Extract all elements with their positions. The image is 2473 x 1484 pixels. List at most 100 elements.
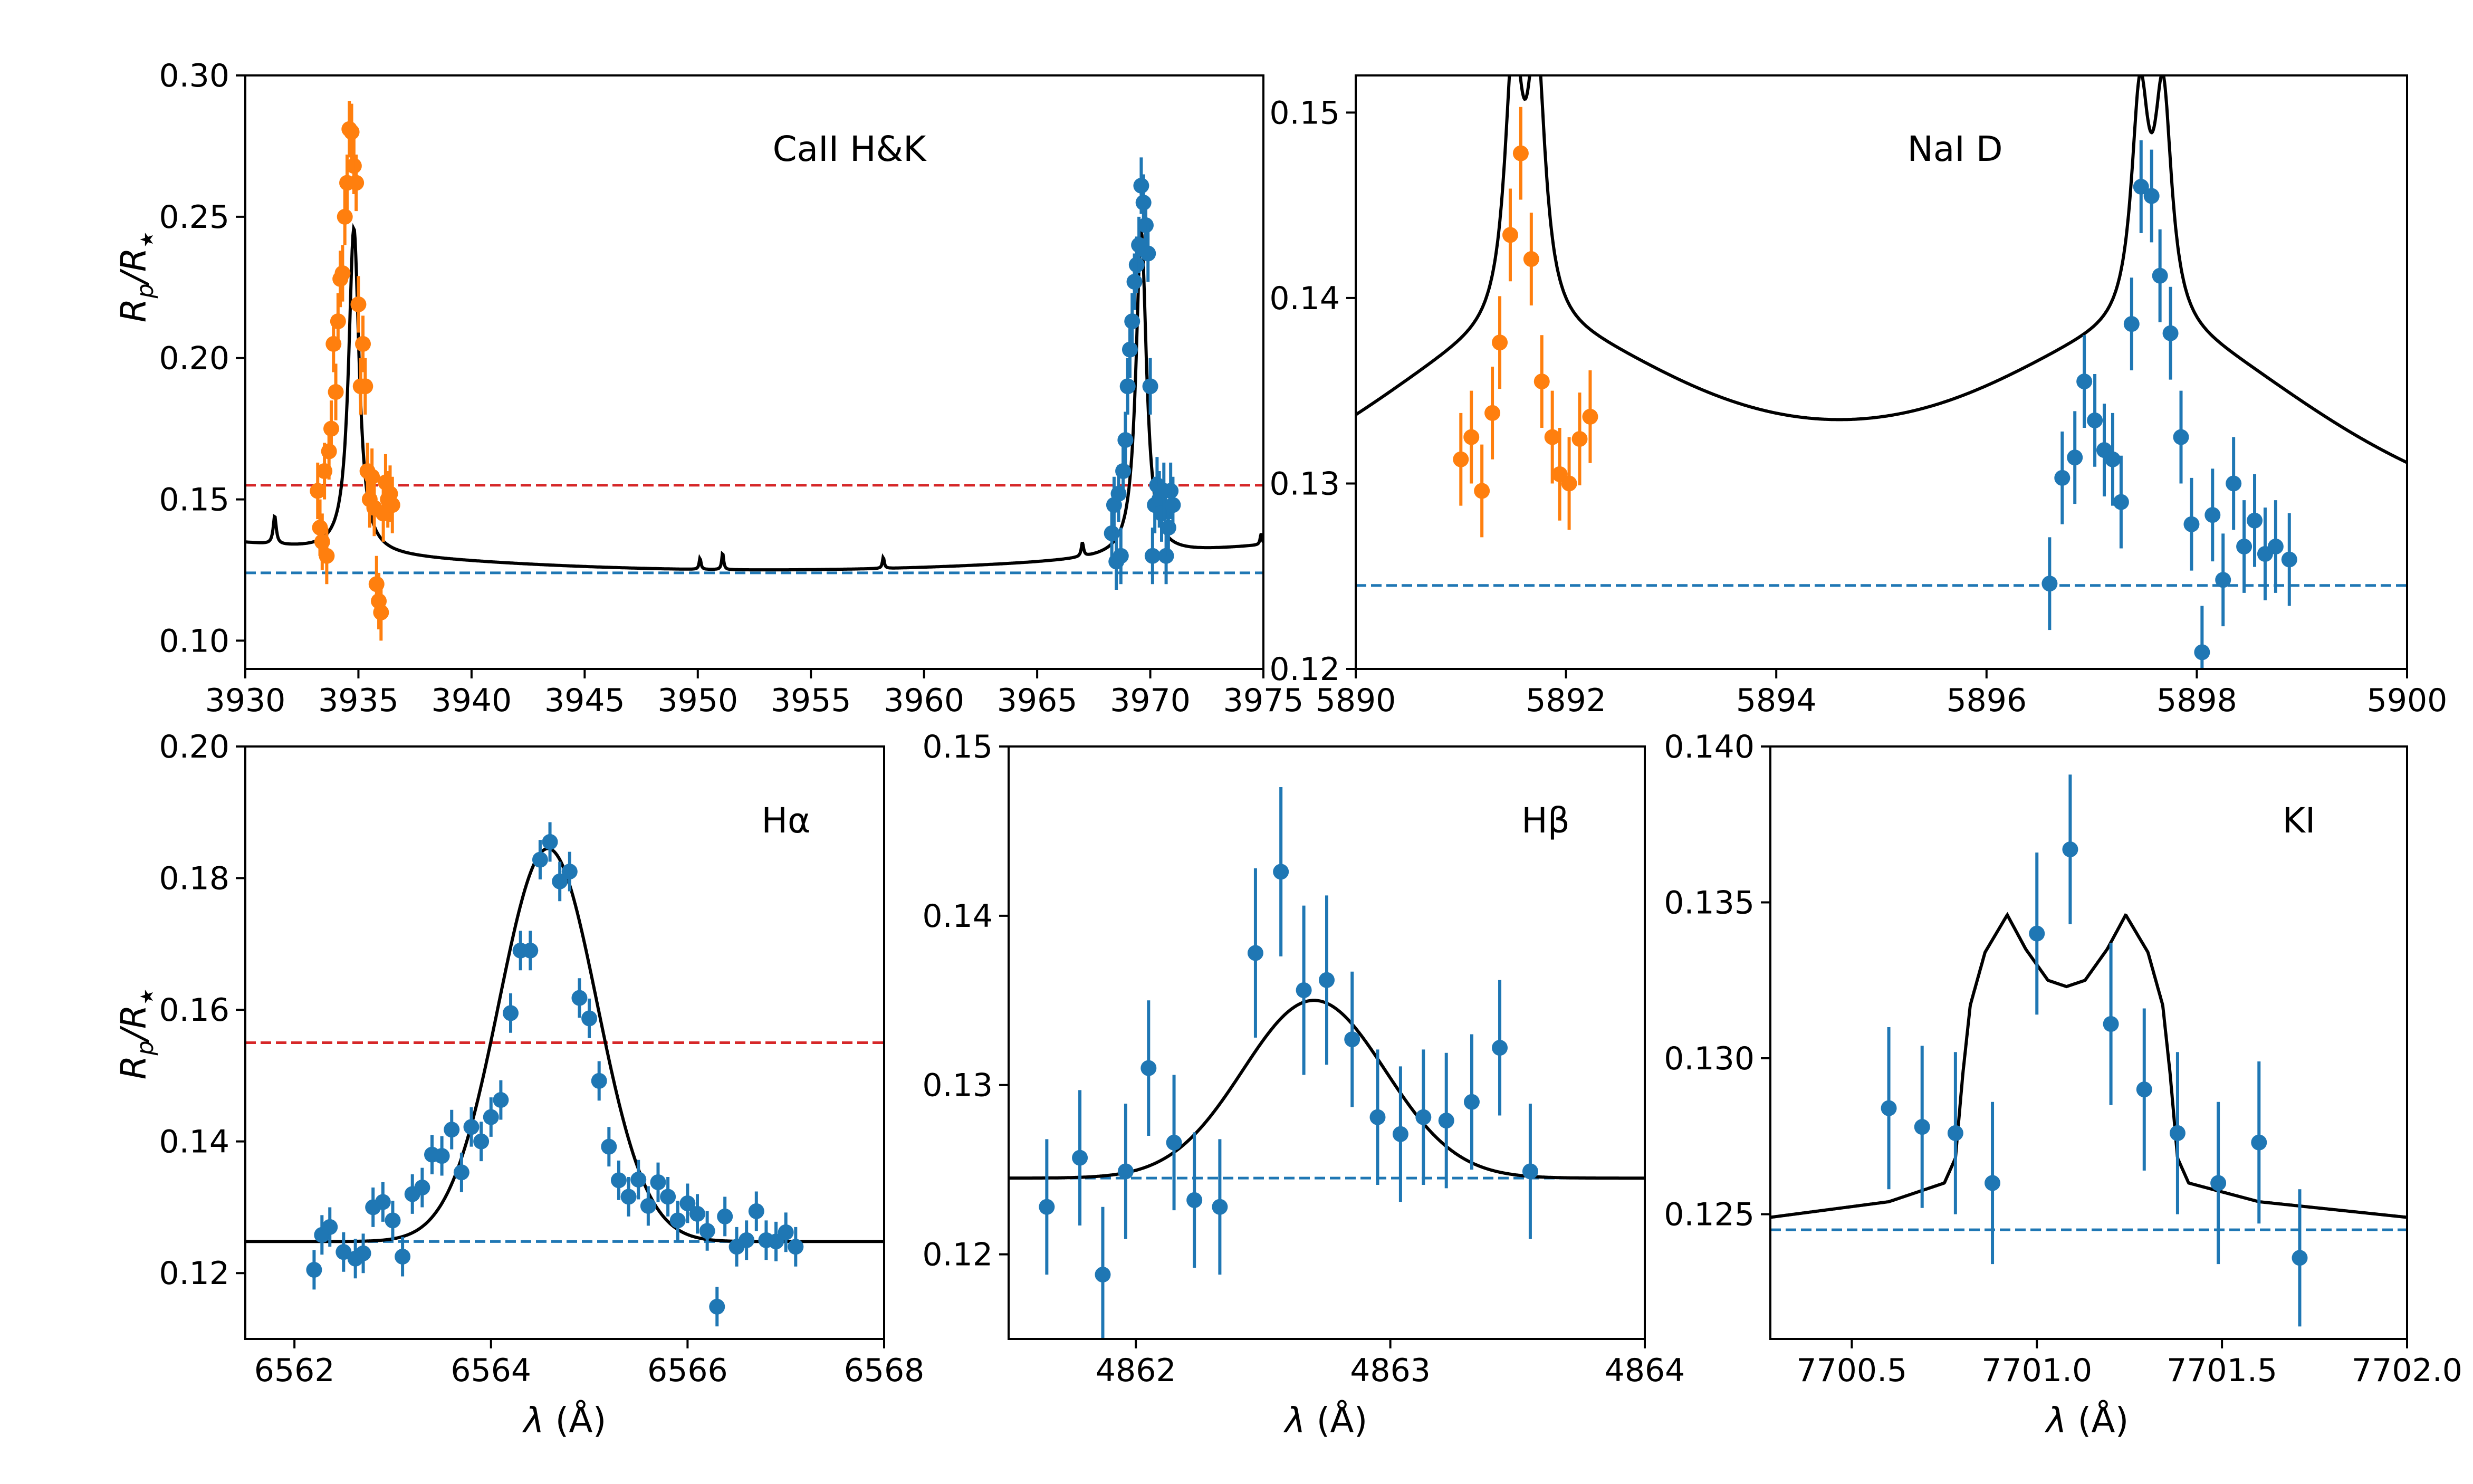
hb-marker [1273, 864, 1289, 880]
ha-blue-point-16 [463, 1107, 480, 1147]
hb-blue-point-5 [1166, 1075, 1182, 1211]
ca-orange-point-24 [364, 448, 380, 505]
ha-blue-point-22 [522, 931, 539, 971]
ha-blue-point-2 [322, 1207, 338, 1247]
ha-blue-point-30 [601, 1127, 617, 1167]
ha-x-tick-label: 6564 [450, 1352, 531, 1389]
ca-x-tick-label: 3960 [884, 682, 964, 719]
ha-marker [679, 1195, 696, 1211]
ha-blue-point-37 [669, 1200, 686, 1240]
na-marker [1484, 405, 1501, 421]
ca-x-tick-label: 3965 [997, 682, 1078, 719]
ha-marker [542, 834, 558, 850]
hb-x-tick-label: 4864 [1605, 1352, 1685, 1389]
ha-marker [748, 1203, 764, 1219]
ca-marker [321, 443, 337, 459]
ca-orange-point-11 [334, 245, 351, 302]
hb-blue-point-13 [1369, 1049, 1386, 1185]
ca-marker [1115, 463, 1132, 479]
ca-marker [310, 483, 326, 499]
hb-marker [1039, 1199, 1055, 1215]
hb-marker [1319, 972, 1335, 988]
ha-marker [552, 873, 568, 889]
ha-marker [669, 1212, 686, 1229]
ca-marker [334, 265, 351, 281]
na-blue-point-3 [2076, 335, 2093, 428]
ha-blue-point-31 [610, 1160, 627, 1200]
k-blue-point-9 [2210, 1102, 2227, 1265]
ha-blue-point-48 [778, 1212, 794, 1252]
ca-blue-point-8 [1122, 321, 1138, 378]
na-orange-point-9 [1544, 390, 1560, 484]
k-marker [1947, 1125, 1963, 1141]
na-marker [2087, 412, 2103, 428]
hb-blue-point-11 [1319, 895, 1335, 1065]
ha-marker [591, 1073, 607, 1089]
na-orange-point-8 [1533, 335, 1550, 428]
k-blue-point-5 [2062, 774, 2078, 924]
ha-y-tick-label: 0.14 [159, 1124, 229, 1161]
panel-nai-d: 5890 5892 5894 5896 5898 5900 0.12 0.13 0.14 0.15… [1269, 74, 2448, 719]
ha-panel-title: Hα [761, 800, 810, 841]
ca-x-tick-label: 3975 [1223, 682, 1304, 719]
k-marker [2029, 925, 2045, 942]
hb-blue-point-1 [1072, 1090, 1088, 1226]
ha-marker [503, 1005, 519, 1021]
na-marker [2183, 516, 2200, 532]
k-marker [2062, 841, 2078, 858]
ca-orange-point-6 [323, 400, 339, 457]
ha-blue-point-25 [552, 861, 568, 902]
hb-marker [1186, 1192, 1203, 1208]
ha-marker [739, 1232, 755, 1248]
x-axis-label-hb: λ (Å) [1283, 1400, 1368, 1441]
hb-blue-point-14 [1392, 1066, 1408, 1202]
ca-orange-point-15 [343, 103, 360, 160]
ca-marker [343, 124, 360, 140]
na-marker [1502, 227, 1518, 243]
ca-orange-point-8 [328, 363, 344, 420]
na-x-tick-label: 5896 [1946, 682, 2027, 719]
ha-blue-point-23 [532, 840, 548, 880]
ca-marker [1133, 177, 1149, 194]
hb-blue-point-3 [1117, 1104, 1134, 1239]
na-marker [1492, 334, 1508, 351]
na-blue-point-22 [2267, 500, 2284, 593]
na-blue-point-11 [2152, 229, 2168, 322]
ha-blue-point-49 [788, 1227, 804, 1267]
k-y-tick-label: 0.135 [1664, 885, 1755, 922]
panel-h-alpha: 6562 6564 6566 6568 0.12 0.14 0.16 0.18 0.20 Hα [159, 729, 924, 1389]
hb-blue-point-17 [1463, 1034, 1480, 1170]
na-marker [2162, 325, 2179, 341]
ca-blue-point-18 [1144, 528, 1161, 585]
ca-marker [319, 548, 335, 564]
ha-marker [601, 1138, 617, 1155]
hb-blue-point-0 [1039, 1139, 1055, 1275]
k-blue-point-0 [1881, 1027, 1897, 1190]
k-blue-point-10 [2251, 1061, 2267, 1224]
ha-x-tick-label: 6562 [254, 1352, 335, 1389]
hb-marker [1296, 982, 1312, 999]
na-x-tick-label: 5900 [2367, 682, 2448, 719]
ha-marker [620, 1189, 637, 1205]
ca-blue-point-6 [1117, 411, 1134, 468]
ha-blue-point-36 [660, 1177, 676, 1217]
hb-blue-point-4 [1140, 1000, 1157, 1136]
na-blue-point-19 [2236, 500, 2252, 593]
k-x-tick-label: 7701.5 [2167, 1352, 2277, 1389]
ha-marker [336, 1244, 352, 1260]
ha-marker [640, 1198, 656, 1214]
ca-blue-point-27 [1165, 476, 1181, 533]
na-orange-point-11 [1561, 437, 1577, 530]
ha-marker [453, 1164, 469, 1181]
na-blue-point-23 [2281, 513, 2297, 606]
na-marker [1582, 408, 1598, 425]
ha-blue-point-42 [717, 1196, 733, 1237]
na-marker [2247, 512, 2263, 529]
na-blue-point-6 [2104, 413, 2121, 506]
ca-marker [1126, 274, 1143, 290]
na-blue-point-2 [2067, 411, 2083, 504]
na-blue-point-17 [2215, 533, 2231, 627]
na-marker [1523, 251, 1539, 267]
ca-marker [1124, 313, 1140, 330]
hb-blue-point-16 [1438, 1052, 1454, 1189]
